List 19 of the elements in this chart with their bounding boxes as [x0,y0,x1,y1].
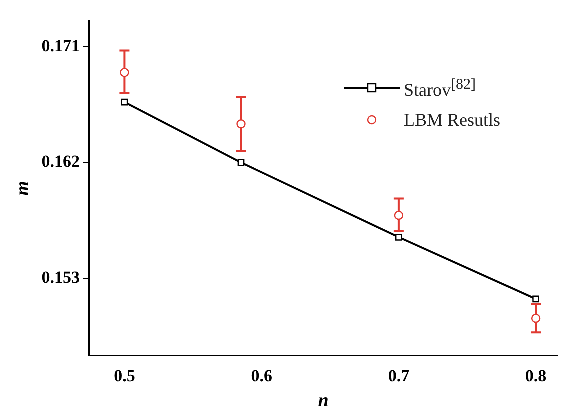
point [394,210,404,220]
legend-label: Starov$^{[82]}$ [404,76,476,102]
y-tick-label: 0.162 [42,152,80,172]
point [238,159,245,166]
y-axis-title: m [12,181,34,196]
point [236,120,246,129]
x-tick-label: 0.8 [525,366,547,386]
x-tick-label: 0.7 [388,366,410,386]
y-tick-label: 0.153 [42,268,80,287]
point [120,68,130,78]
point [531,314,541,324]
point [396,234,402,241]
x-tick-label: 0.5 [114,366,136,386]
y-tick-label: 0.171 [42,36,80,56]
point [121,98,128,106]
x-tick-label: 0.6 [251,366,272,386]
point [532,296,540,303]
legend-label: LBM Resutls [404,109,501,132]
x-axis-title: n [318,390,329,412]
